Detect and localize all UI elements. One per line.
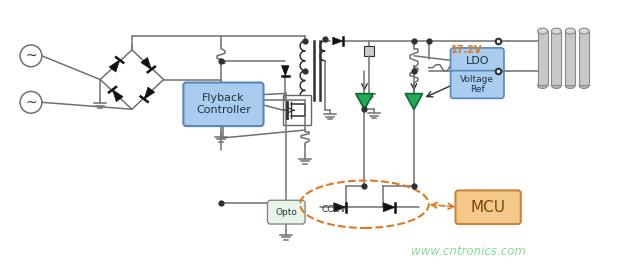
Bar	[551, 31, 561, 86]
Text: MCU: MCU	[471, 200, 506, 215]
Ellipse shape	[579, 28, 589, 34]
Ellipse shape	[538, 82, 548, 89]
FancyBboxPatch shape	[183, 82, 264, 126]
Polygon shape	[356, 94, 373, 109]
Polygon shape	[334, 203, 346, 212]
Bar	[579, 31, 589, 86]
Polygon shape	[383, 203, 395, 212]
FancyBboxPatch shape	[451, 48, 504, 74]
Bar	[538, 31, 548, 86]
Text: www.cntronics.com: www.cntronics.com	[411, 245, 526, 258]
Polygon shape	[144, 87, 154, 99]
Bar	[364, 46, 374, 56]
Polygon shape	[217, 86, 224, 95]
Text: ~: ~	[25, 95, 37, 109]
FancyBboxPatch shape	[268, 200, 305, 224]
Circle shape	[20, 45, 42, 67]
Ellipse shape	[551, 82, 561, 89]
Circle shape	[20, 91, 42, 113]
Polygon shape	[282, 66, 289, 76]
Text: 17.2V: 17.2V	[451, 45, 482, 55]
Polygon shape	[405, 94, 422, 109]
Text: Flyback
Controller: Flyback Controller	[196, 94, 251, 115]
Bar	[283, 95, 311, 125]
Polygon shape	[112, 90, 123, 102]
Polygon shape	[141, 58, 151, 69]
Text: LDO: LDO	[466, 56, 489, 66]
Ellipse shape	[566, 28, 575, 34]
Polygon shape	[332, 37, 342, 45]
Ellipse shape	[538, 28, 548, 34]
FancyBboxPatch shape	[456, 190, 521, 224]
Ellipse shape	[566, 82, 575, 89]
Text: ~: ~	[25, 49, 37, 63]
Text: Voltage
Ref: Voltage Ref	[460, 75, 494, 94]
FancyBboxPatch shape	[451, 71, 504, 98]
Text: CCCV: CCCV	[322, 205, 347, 214]
Polygon shape	[109, 60, 119, 72]
Ellipse shape	[551, 28, 561, 34]
Bar	[566, 31, 575, 86]
Ellipse shape	[579, 82, 589, 89]
Text: Opto: Opto	[276, 208, 298, 217]
